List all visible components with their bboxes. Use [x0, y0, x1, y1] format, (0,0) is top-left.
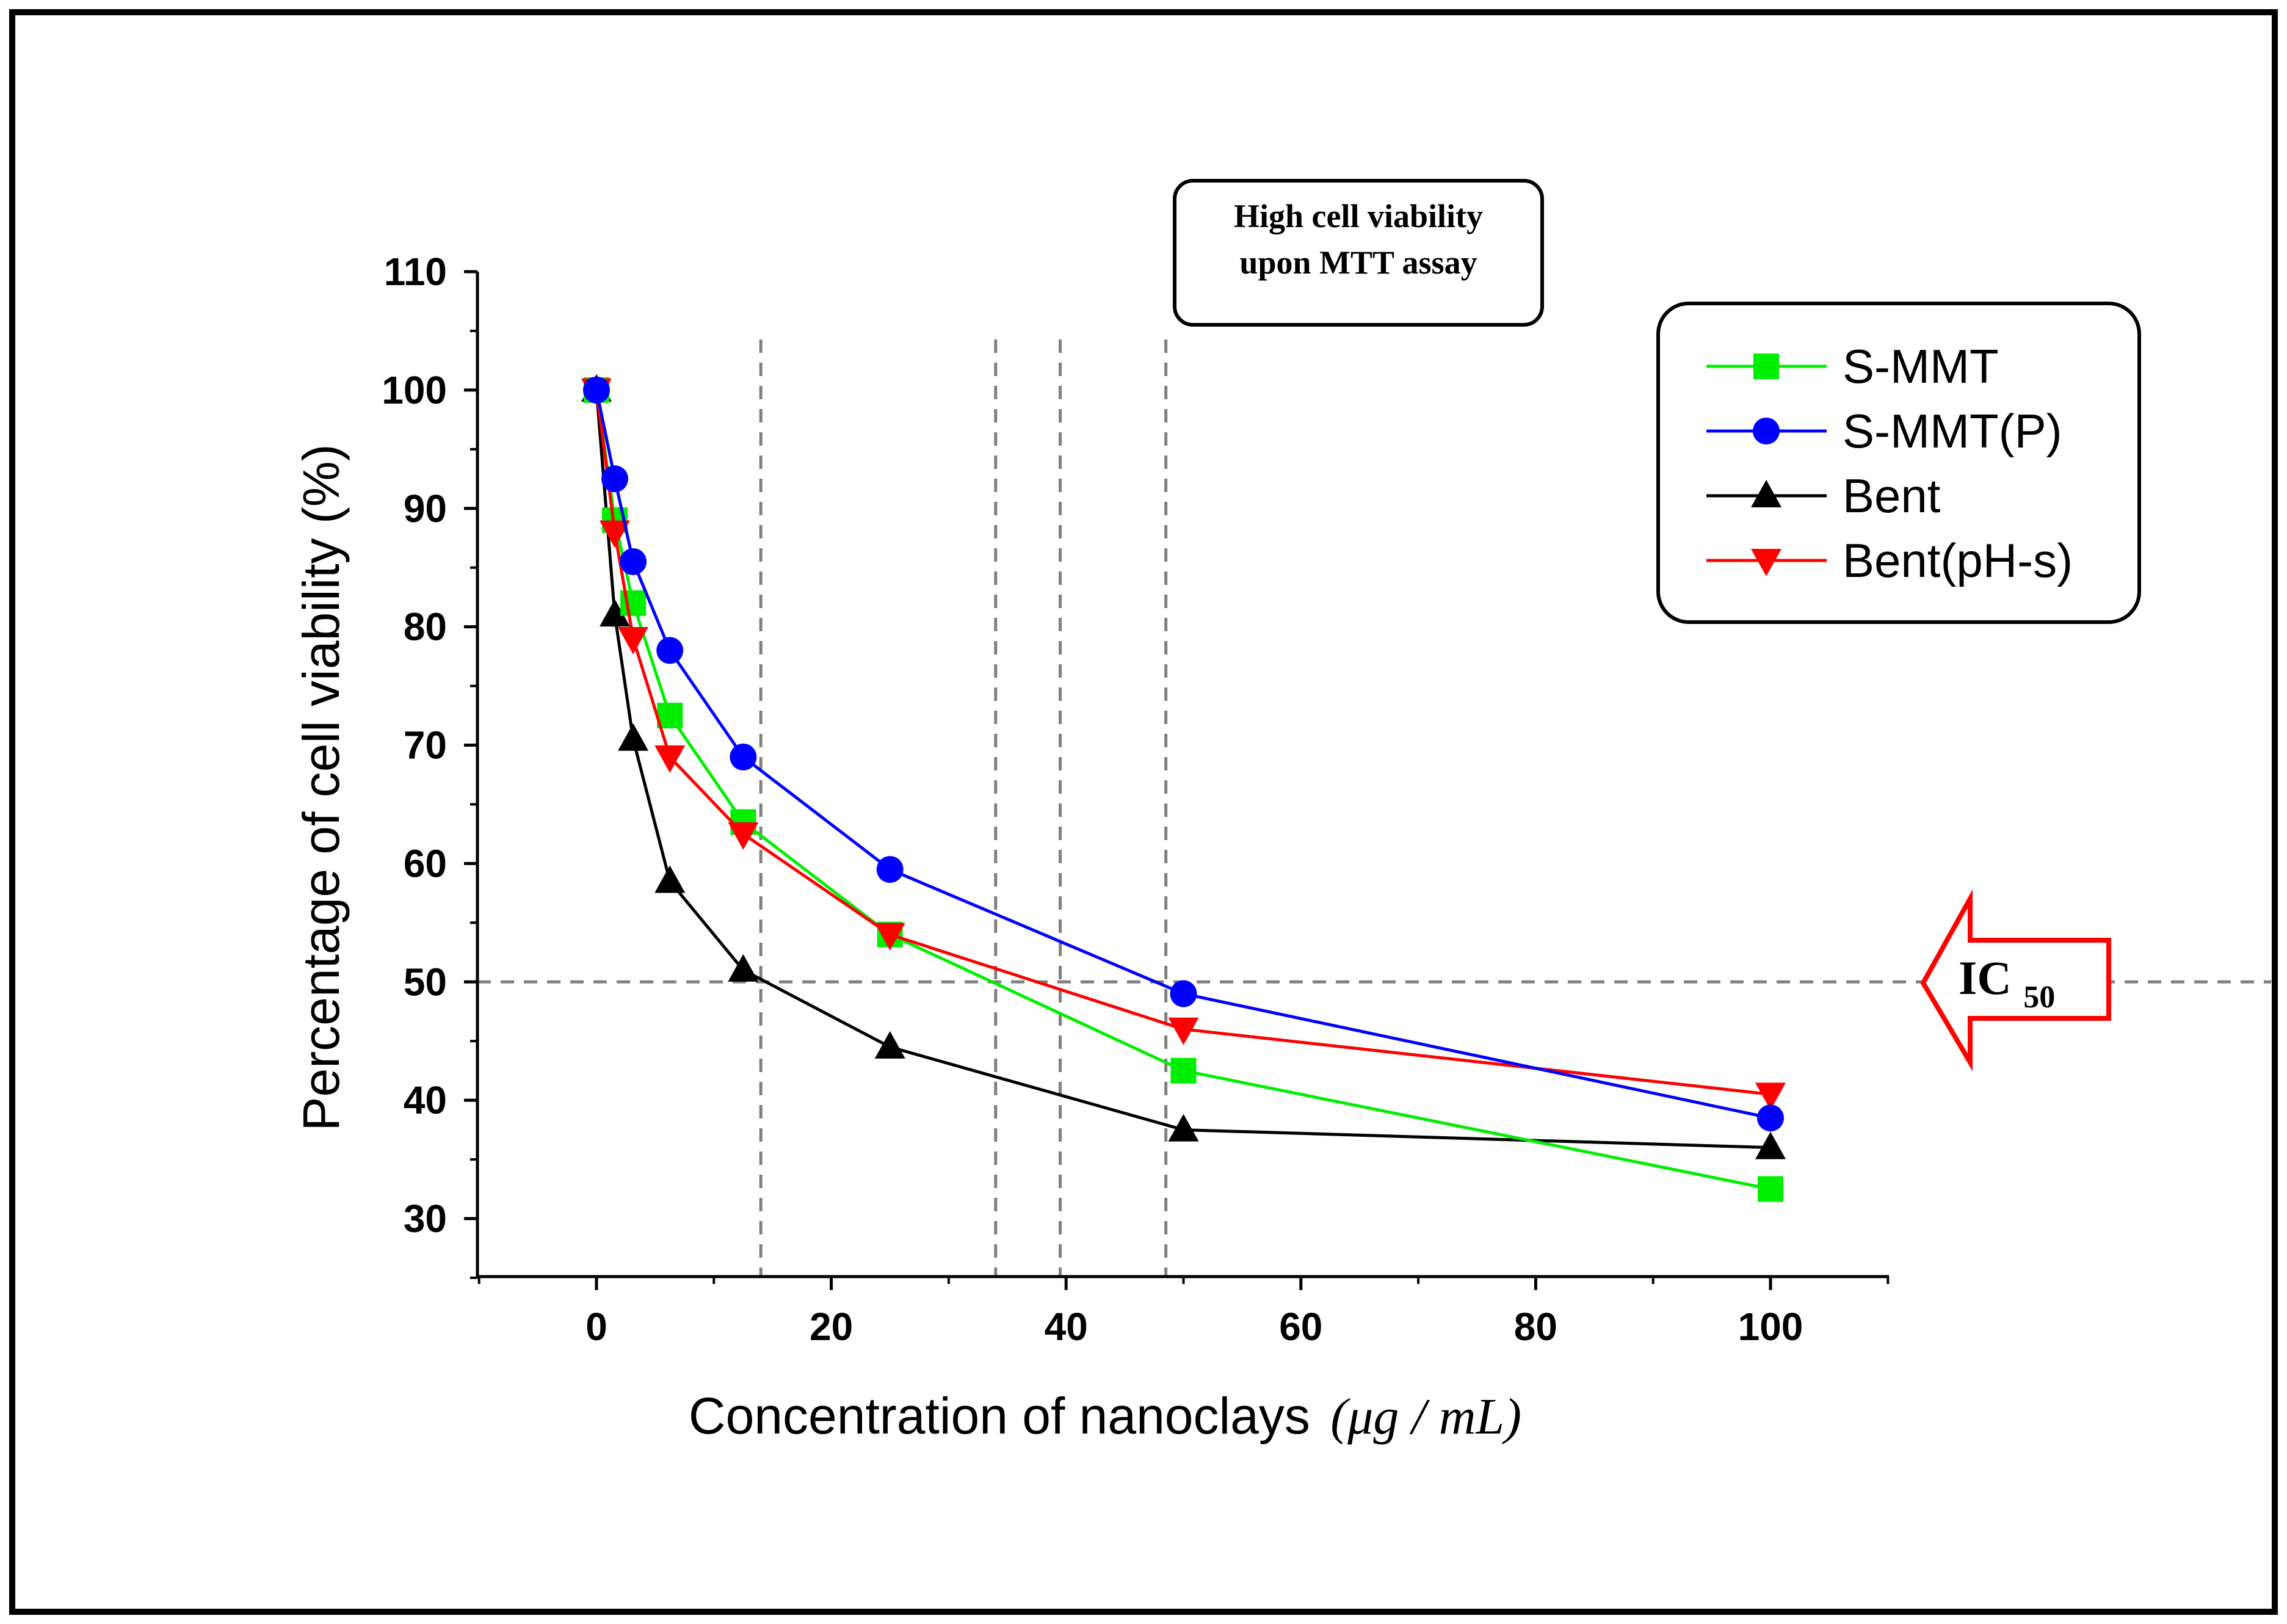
data-point-bent-ph-s: [654, 745, 686, 773]
annotation-line-2: upon MTT assay: [1239, 244, 1477, 281]
annotation-box: High cell viability upon MTT assay: [1173, 179, 1544, 327]
legend-label-s-mmt: S-MMT: [1843, 339, 1999, 393]
legend-label-bent-ph-s: Bent(pH-s): [1843, 534, 2073, 587]
ic50-label-sub: 50: [2023, 980, 2055, 1015]
x-tick-label: 20: [810, 1305, 853, 1349]
legend-marker-s-mmt: [1753, 353, 1779, 379]
series-group: [581, 374, 1786, 1202]
legend-marker-bent: [1751, 480, 1781, 507]
legend-label-s-mmt-p: S-MMT(P): [1843, 404, 2062, 458]
ic50-arrow: IC 50: [1920, 889, 2111, 1071]
x-tick-label: 100: [1738, 1305, 1803, 1349]
data-point-bent-ph-s: [1168, 1017, 1199, 1045]
data-point-bent: [618, 723, 649, 751]
annotation-line-1: High cell viability: [1234, 198, 1483, 234]
y-tick-label: 60: [404, 841, 447, 885]
legend-marker-bent-ph-s: [1751, 549, 1781, 576]
legend-item-s-mmt-p: S-MMT(P): [1706, 404, 2062, 458]
data-point-s-mmt-p: [601, 465, 628, 493]
data-point-bent: [1168, 1114, 1199, 1142]
data-point-s-mmt-p: [656, 637, 684, 664]
legend-label-bent: Bent: [1843, 469, 1941, 523]
data-point-bent: [874, 1031, 905, 1059]
data-point-bent-ph-s: [599, 520, 630, 548]
data-point-s-mmt-p: [1757, 1104, 1784, 1132]
data-point-s-mmt-p: [730, 743, 757, 770]
data-point-s-mmt-p: [583, 376, 610, 404]
data-point-bent: [654, 865, 686, 893]
legend-item-s-mmt: S-MMT: [1706, 339, 1999, 393]
data-point-s-mmt-p: [620, 548, 647, 575]
series-line-s-mmt-p: [595, 390, 1771, 1120]
series-line-bent-ph-s: [595, 390, 1771, 1096]
y-tick-label: 70: [404, 723, 447, 767]
ic50-label-main: IC: [1959, 951, 2012, 1004]
outer-frame: [9, 9, 2278, 1615]
y-tick-label: 50: [404, 960, 447, 1004]
legend-marker-s-mmt-p: [1753, 418, 1780, 444]
y-tick-label: 110: [384, 250, 447, 294]
data-point-bent-ph-s: [618, 627, 649, 655]
series-line-bent: [595, 390, 1771, 1150]
x-tick-label: 40: [1045, 1305, 1088, 1349]
x-tick-label: 60: [1279, 1305, 1322, 1349]
series-s-mmt-p: [583, 376, 1784, 1132]
y-axis-label: Percentage of cell viability (%): [292, 444, 350, 1131]
legend-border: [1656, 302, 2141, 624]
legend: S-MMT S-MMT(P) Bent Bent(pH-s): [1656, 302, 2141, 624]
x-axis-label-unit: (μg / mL): [1330, 1388, 1521, 1445]
legend-item-bent: Bent: [1706, 469, 1941, 523]
x-tick-label: 0: [585, 1305, 607, 1349]
annotation-box-border: [1173, 179, 1544, 327]
data-point-bent-ph-s: [728, 822, 759, 850]
data-point-s-mmt: [657, 703, 683, 729]
data-point-s-mmt-p: [1170, 980, 1197, 1007]
data-point-bent-ph-s: [1755, 1082, 1786, 1111]
data-point-s-mmt: [1758, 1176, 1783, 1202]
y-tick-label: 40: [404, 1078, 447, 1122]
ic50-arrow-shape: [1920, 889, 2111, 1071]
legend-item-bent-ph-s: Bent(pH-s): [1706, 534, 2073, 587]
series-bent: [581, 374, 1786, 1159]
x-tick-label: 80: [1514, 1305, 1557, 1349]
y-tick-label: 80: [404, 605, 447, 649]
y-tick-label: 100: [382, 368, 447, 412]
ic50-label: IC 50: [1959, 951, 2055, 1015]
y-ticks: 30 40 50 60 70 80 90 100 110: [382, 250, 477, 1279]
data-point-s-mmt: [1170, 1057, 1197, 1084]
x-ticks: 0 20 40 60 80 100: [477, 1277, 1890, 1349]
data-point-bent: [599, 599, 630, 627]
data-point-bent-ph-s: [874, 923, 905, 951]
data-point-bent: [728, 954, 759, 982]
x-axis-label: Concentration of nanoclays (μg / mL): [689, 1387, 1521, 1445]
data-point-s-mmt-p: [876, 856, 904, 883]
y-tick-label: 90: [404, 487, 447, 531]
x-axis-label-text: Concentration of nanoclays: [689, 1387, 1310, 1445]
y-tick-label: 30: [404, 1197, 447, 1241]
data-point-bent: [1755, 1131, 1786, 1159]
